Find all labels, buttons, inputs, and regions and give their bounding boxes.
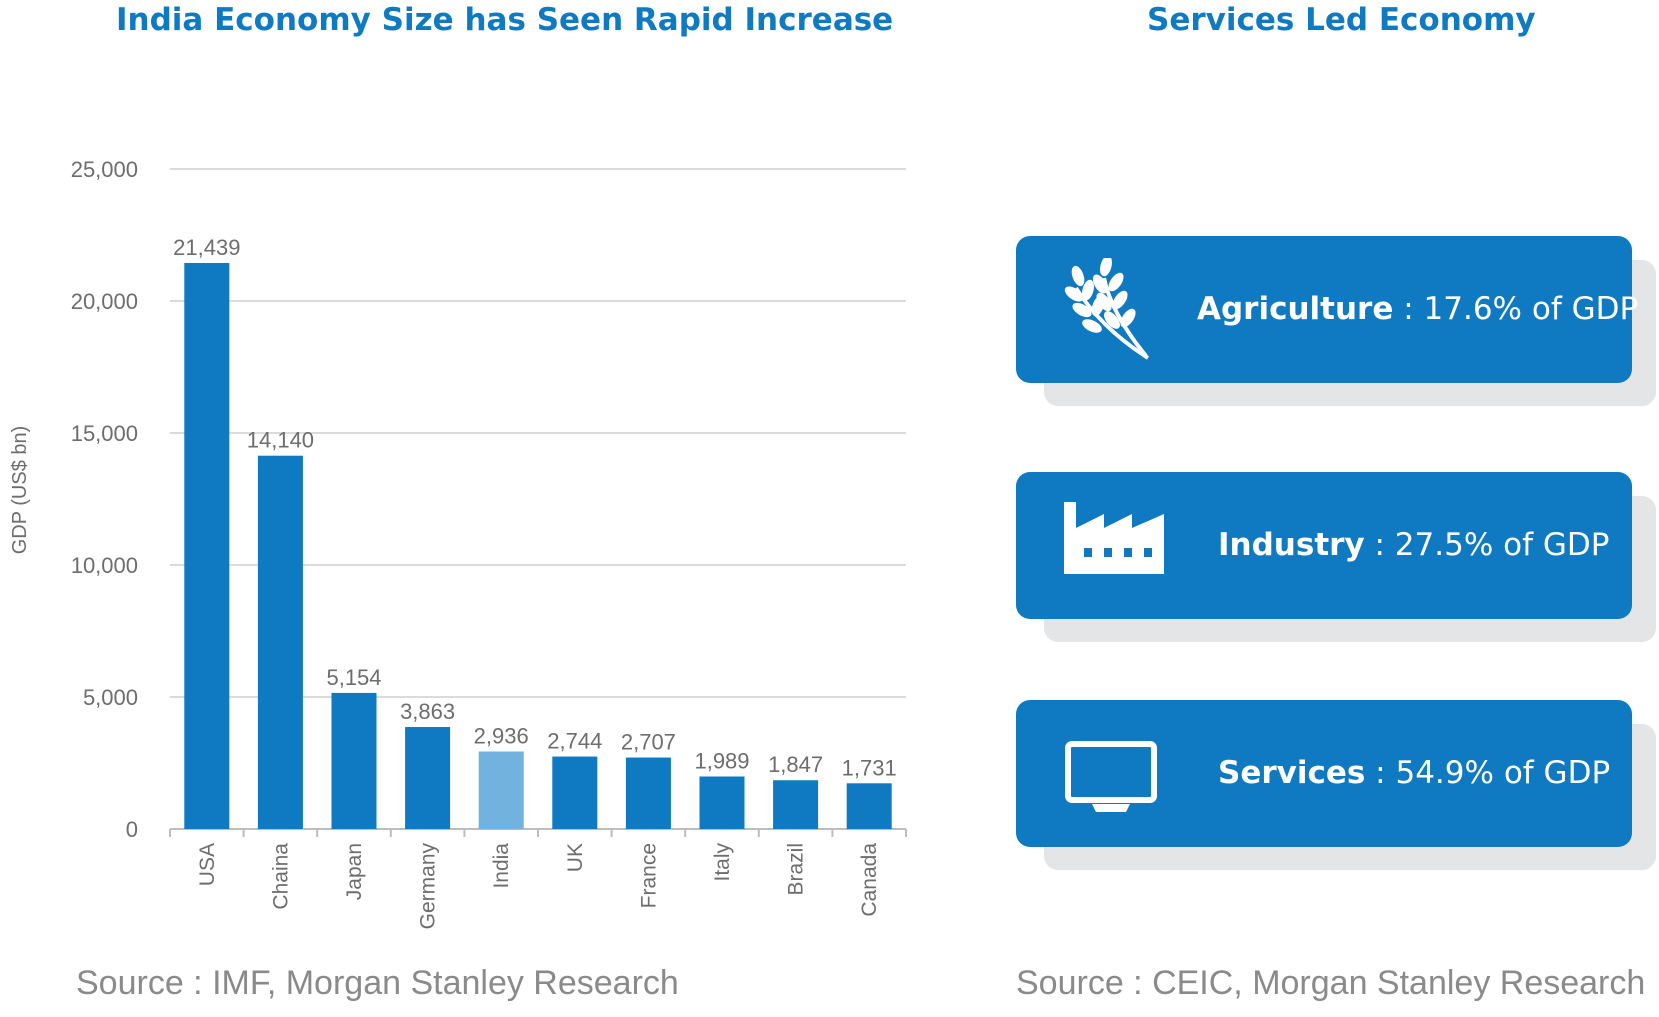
data-label-india: 2,936	[474, 723, 529, 748]
data-label-france: 2,707	[621, 730, 676, 755]
y-axis-ticks: 0 5,000 10,000 15,000 20,000 25,000	[71, 157, 138, 842]
data-label-canada: 1,731	[842, 755, 897, 780]
bar-uk	[552, 756, 598, 829]
y-tick-label: 0	[126, 817, 138, 842]
card-label: Agriculture	[1197, 291, 1394, 327]
category-label-chaina: Chaina	[269, 843, 292, 910]
card-separator: :	[1393, 291, 1424, 327]
right-panel-title: Services Led Economy	[1147, 2, 1536, 38]
industry-card: Industry : 27.5% of GDP	[1016, 472, 1656, 642]
services-card: Services : 54.9% of GDP	[1016, 700, 1656, 870]
y-tick-label: 10,000	[71, 553, 138, 578]
bar-germany	[405, 727, 451, 829]
right-source-note: Source : CEIC, Morgan Stanley Research	[1016, 964, 1646, 1002]
y-tick-label: 20,000	[71, 289, 138, 314]
category-label-japan: Japan	[343, 843, 366, 900]
card-value: 27.5% of GDP	[1394, 527, 1610, 563]
card-separator: :	[1365, 755, 1396, 791]
industry-panel: Industry : 27.5% of GDP	[1016, 472, 1632, 619]
agriculture-text: Agriculture : 17.6% of GDP	[1197, 236, 1638, 383]
gdp-bar-chart: 0 5,000 10,000 15,000 20,000 25,000 21,439 14,…	[9, 157, 907, 930]
bar-chaina	[257, 455, 303, 829]
factory-icon	[1064, 502, 1164, 574]
y-axis-label: GDP (US$ bn)	[9, 426, 31, 555]
y-tick-label: 5,000	[83, 685, 138, 710]
bar-canada	[846, 783, 892, 829]
bar-italy	[699, 776, 745, 829]
bar-japan	[331, 692, 377, 829]
data-label-brazil: 1,847	[768, 752, 823, 777]
monitor-icon	[1065, 741, 1157, 812]
category-label-canada: Canada	[858, 843, 881, 917]
data-label-italy: 1,989	[694, 748, 749, 773]
data-label-japan: 5,154	[326, 665, 381, 690]
services-text: Services : 54.9% of GDP	[1218, 700, 1610, 847]
card-value: 54.9% of GDP	[1395, 755, 1611, 791]
bar-data-labels: 21,439 14,140 5,154 3,863 2,936 2,744 2,707 1,9…	[173, 235, 897, 780]
bar-france	[625, 757, 671, 829]
category-label-italy: Italy	[711, 843, 734, 882]
left-panel-title: India Economy Size has Seen Rapid Increa…	[116, 2, 894, 38]
category-label-usa: USA	[196, 843, 219, 886]
card-label: Industry	[1218, 527, 1365, 563]
x-axis-categories: USA Chaina Japan Germany India UK France Italy B…	[196, 843, 881, 930]
data-label-chaina: 14,140	[247, 428, 314, 453]
bar-brazil	[773, 780, 819, 829]
left-source-note: Source : IMF, Morgan Stanley Research	[76, 964, 679, 1002]
category-label-germany: Germany	[417, 843, 440, 930]
card-separator: :	[1364, 527, 1395, 563]
chart-bars	[184, 263, 892, 830]
card-value: 17.6% of GDP	[1423, 291, 1639, 327]
category-label-brazil: Brazil	[785, 843, 808, 896]
category-label-france: France	[637, 843, 660, 908]
data-label-usa: 21,439	[173, 235, 240, 260]
card-label: Services	[1218, 755, 1366, 791]
category-label-uk: UK	[564, 843, 587, 872]
industry-text: Industry : 27.5% of GDP	[1218, 472, 1609, 619]
wheat-icon	[1064, 258, 1150, 360]
bar-india	[478, 751, 524, 829]
bar-usa	[184, 263, 230, 830]
y-tick-label: 25,000	[71, 157, 138, 182]
data-label-germany: 3,863	[400, 699, 455, 724]
category-label-india: India	[490, 843, 513, 889]
services-panel: Services : 54.9% of GDP	[1016, 700, 1632, 847]
data-label-uk: 2,744	[547, 729, 602, 754]
agriculture-card: Agriculture : 17.6% of GDP	[1016, 236, 1656, 406]
y-tick-label: 15,000	[71, 421, 138, 446]
agriculture-panel: Agriculture : 17.6% of GDP	[1016, 236, 1638, 383]
